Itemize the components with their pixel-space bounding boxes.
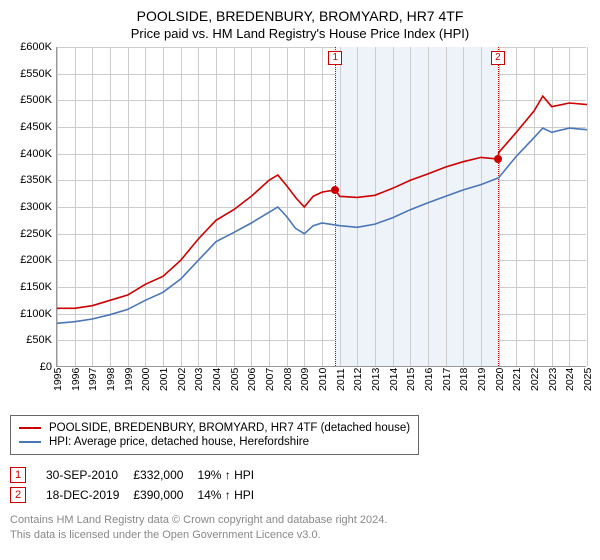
transaction-vs-hpi: 14% ↑ HPI xyxy=(197,485,268,505)
x-tick-label: 2011 xyxy=(335,368,347,391)
x-tick-label: 2010 xyxy=(317,368,329,391)
legend: POOLSIDE, BREDENBURY, BROMYARD, HR7 4TF … xyxy=(10,415,419,455)
transaction-row: 2 18-DEC-2019£390,00014% ↑ HPI xyxy=(10,485,268,505)
page-title: POOLSIDE, BREDENBURY, BROMYARD, HR7 4TF xyxy=(10,8,590,24)
y-tick-label: £600K xyxy=(20,41,52,53)
transaction-vs-hpi: 19% ↑ HPI xyxy=(197,465,268,485)
transaction-date: 30-SEP-2010 xyxy=(46,465,133,485)
x-tick-label: 2014 xyxy=(388,368,400,391)
price-chart: £0 £50K £100K £150K £200K £250K £300K £350K £400… xyxy=(10,47,590,407)
x-tick-label: 2023 xyxy=(547,368,559,391)
legend-row: POOLSIDE, BREDENBURY, BROMYARD, HR7 4TF … xyxy=(19,422,410,434)
x-tick-label: 1997 xyxy=(87,368,99,391)
y-tick-label: £500K xyxy=(20,94,52,106)
y-tick-label: £100K xyxy=(20,308,52,320)
x-tick-label: 1996 xyxy=(70,368,82,391)
x-tick-label: 2015 xyxy=(405,368,417,391)
legend-label: POOLSIDE, BREDENBURY, BROMYARD, HR7 4TF … xyxy=(49,422,410,434)
x-tick-label: 2008 xyxy=(282,368,294,391)
x-tick-label: 2021 xyxy=(511,368,523,391)
y-tick-label: £200K xyxy=(20,254,52,266)
x-tick-label: 2022 xyxy=(529,368,541,391)
y-tick-label: £550K xyxy=(20,68,52,80)
legend-swatch xyxy=(19,441,41,443)
y-tick-label: £150K xyxy=(20,281,52,293)
attribution: Contains HM Land Registry data © Crown c… xyxy=(10,513,590,543)
y-tick-label: £400K xyxy=(20,148,52,160)
x-tick-label: 2002 xyxy=(176,368,188,391)
x-tick-label: 2004 xyxy=(211,368,223,391)
x-tick-label: 2020 xyxy=(494,368,506,391)
x-tick-label: 2001 xyxy=(158,368,170,391)
x-tick-label: 1999 xyxy=(123,368,135,391)
x-tick-label: 2013 xyxy=(370,368,382,391)
series-hpi xyxy=(57,128,587,323)
x-tick-label: 2012 xyxy=(352,368,364,391)
transaction-badge: 1 xyxy=(10,467,26,483)
x-tick-label: 1998 xyxy=(105,368,117,391)
transaction-price: £332,000 xyxy=(133,465,197,485)
y-tick-label: £0 xyxy=(40,361,52,373)
y-tick-label: £450K xyxy=(20,121,52,133)
transaction-price: £390,000 xyxy=(133,485,197,505)
attribution-line: This data is licensed under the Open Gov… xyxy=(10,528,590,543)
y-tick-label: £300K xyxy=(20,201,52,213)
transaction-date: 18-DEC-2019 xyxy=(46,485,133,505)
x-tick-label: 2018 xyxy=(458,368,470,391)
x-tick-label: 2016 xyxy=(423,368,435,391)
y-tick-label: £350K xyxy=(20,174,52,186)
x-tick-label: 2025 xyxy=(582,368,594,391)
x-tick-label: 2009 xyxy=(299,368,311,391)
x-tick-label: 2003 xyxy=(193,368,205,391)
page-subtitle: Price paid vs. HM Land Registry's House … xyxy=(10,26,590,41)
transaction-row: 1 30-SEP-2010£332,00019% ↑ HPI xyxy=(10,465,268,485)
legend-swatch xyxy=(19,427,41,429)
series-subject xyxy=(57,96,587,308)
x-tick-label: 2006 xyxy=(246,368,258,391)
x-tick-label: 1995 xyxy=(52,368,64,391)
x-tick-label: 2017 xyxy=(441,368,453,391)
x-tick-label: 2019 xyxy=(476,368,488,391)
attribution-line: Contains HM Land Registry data © Crown c… xyxy=(10,513,590,528)
y-tick-label: £250K xyxy=(20,228,52,240)
legend-label: HPI: Average price, detached house, Here… xyxy=(49,436,309,448)
legend-row: HPI: Average price, detached house, Here… xyxy=(19,436,410,448)
x-tick-label: 2024 xyxy=(564,368,576,391)
x-tick-label: 2007 xyxy=(264,368,276,391)
transaction-badge: 2 xyxy=(10,487,26,503)
transactions-table: 1 30-SEP-2010£332,00019% ↑ HPI 2 18-DEC-201… xyxy=(10,465,268,505)
x-tick-label: 2005 xyxy=(229,368,241,391)
x-tick-label: 2000 xyxy=(140,368,152,391)
y-tick-label: £50K xyxy=(26,334,52,346)
